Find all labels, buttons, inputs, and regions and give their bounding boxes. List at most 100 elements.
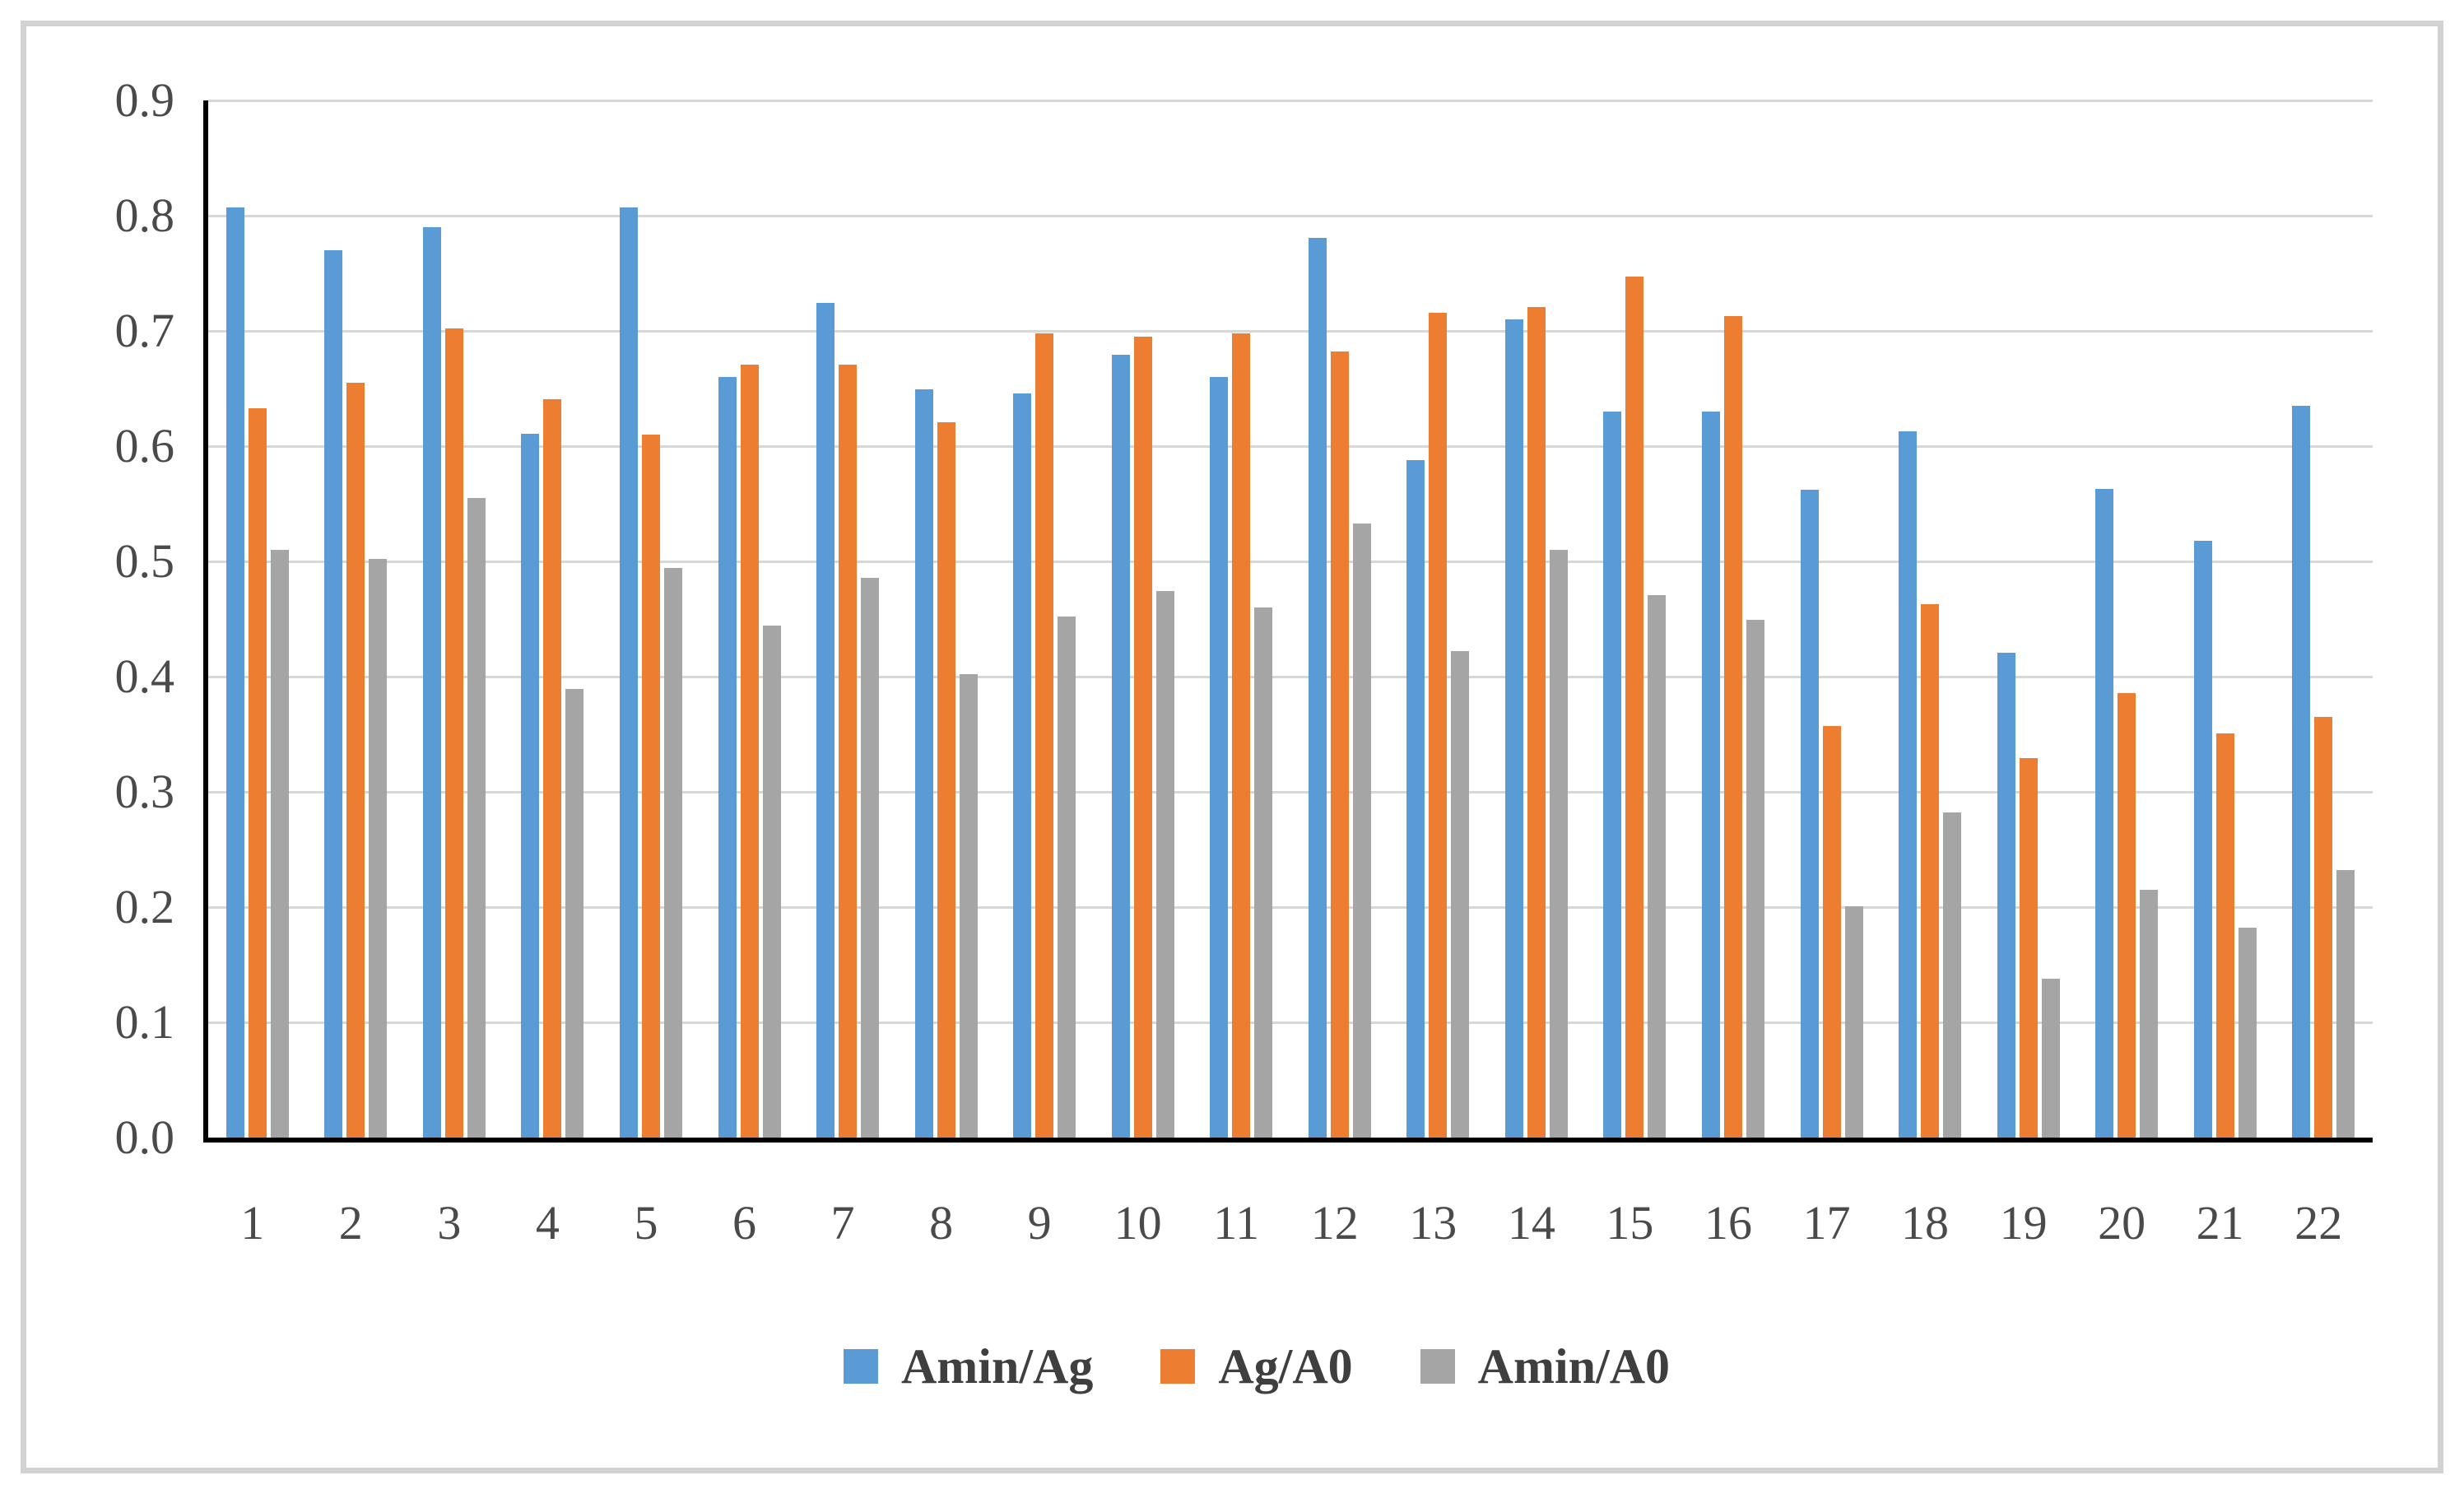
x-tick-label-22: 22: [2294, 1196, 2343, 1250]
bar-group-9: [995, 100, 1094, 1138]
bar-amin-ag-6: [718, 377, 737, 1138]
bar-group-17: [1783, 100, 1881, 1138]
bar-group-21: [2176, 100, 2275, 1138]
bar-amin-a0-14: [1549, 550, 1568, 1138]
bar-ag-a0-17: [1822, 726, 1841, 1138]
bar-group-11: [1192, 100, 1290, 1138]
bar-amin-a0-6: [762, 626, 781, 1138]
legend-swatch-icon: [1160, 1349, 1196, 1384]
bar-amin-ag-8: [914, 389, 933, 1138]
bar-amin-a0-1: [270, 550, 289, 1138]
x-tick-label-8: 8: [929, 1196, 954, 1250]
bar-amin-ag-2: [324, 250, 343, 1138]
bar-amin-ag-21: [2193, 540, 2212, 1138]
bar-ag-a0-1: [248, 407, 267, 1138]
y-tick-label: 0.9: [114, 73, 175, 127]
bar-amin-a0-21: [2238, 928, 2257, 1138]
bar-ag-a0-6: [740, 364, 759, 1138]
x-tick-label-4: 4: [535, 1196, 560, 1250]
x-tick-label-6: 6: [732, 1196, 756, 1250]
x-tick-label-18: 18: [1901, 1196, 1950, 1250]
bar-amin-a0-4: [565, 689, 584, 1138]
bar-ag-a0-21: [2215, 733, 2234, 1138]
gridline: [208, 99, 2373, 102]
bar-group-2: [307, 100, 406, 1138]
bar-amin-ag-4: [521, 433, 540, 1138]
x-tick-label-21: 21: [2196, 1196, 2244, 1250]
bar-group-19: [1979, 100, 2078, 1138]
bar-amin-ag-17: [1800, 490, 1819, 1138]
bar-ag-a0-5: [641, 435, 660, 1138]
bar-amin-a0-8: [959, 674, 978, 1138]
y-tick-label: 0.2: [114, 880, 175, 933]
gridline: [208, 214, 2373, 217]
bar-group-4: [504, 100, 602, 1138]
x-tick-label-3: 3: [437, 1196, 462, 1250]
figure-border: [21, 21, 2443, 1473]
bar-amin-a0-19: [2041, 978, 2060, 1138]
legend-swatch-icon: [1420, 1349, 1455, 1384]
y-tick-label: 0.1: [114, 995, 175, 1049]
bar-amin-a0-16: [1746, 620, 1764, 1138]
bar-amin-a0-20: [2140, 890, 2159, 1138]
bars-container: [208, 100, 2373, 1138]
bar-ag-a0-3: [444, 328, 463, 1138]
bar-amin-ag-18: [1899, 431, 1918, 1138]
bar-group-10: [1094, 100, 1192, 1138]
x-tick-label-17: 17: [1802, 1196, 1851, 1250]
bar-group-12: [1290, 100, 1389, 1138]
bar-amin-ag-1: [225, 207, 244, 1138]
x-tick-label-7: 7: [830, 1196, 855, 1250]
bar-amin-a0-5: [663, 568, 682, 1138]
x-tick-label-1: 1: [240, 1196, 265, 1250]
bar-amin-a0-9: [1058, 617, 1076, 1138]
legend-item-ag-a0: Ag/A0: [1160, 1340, 1353, 1393]
y-tick-label: 0.4: [114, 649, 175, 703]
y-tick-label: 0.8: [114, 188, 175, 242]
bar-ag-a0-14: [1527, 306, 1546, 1138]
bar-amin-ag-11: [1210, 377, 1229, 1138]
bar-group-7: [798, 100, 897, 1138]
bar-amin-a0-13: [1451, 651, 1470, 1138]
bar-amin-ag-16: [1701, 412, 1720, 1138]
bar-amin-ag-22: [2292, 406, 2311, 1138]
bar-amin-a0-18: [1943, 812, 1962, 1138]
bar-amin-a0-15: [1648, 594, 1667, 1138]
bar-amin-ag-12: [1308, 237, 1327, 1138]
gridline: [208, 905, 2373, 909]
bar-amin-a0-3: [467, 498, 486, 1138]
bar-ag-a0-7: [839, 364, 858, 1138]
y-tick-label: 0.0: [114, 1110, 175, 1164]
bar-amin-ag-15: [1603, 412, 1622, 1138]
bar-amin-ag-20: [2095, 488, 2114, 1138]
bar-ag-a0-15: [1625, 277, 1644, 1138]
gridline: [208, 675, 2373, 678]
bar-ag-a0-12: [1330, 351, 1349, 1138]
bar-ag-a0-16: [1723, 315, 1742, 1138]
bar-group-16: [1684, 100, 1783, 1138]
x-tick-label-14: 14: [1507, 1196, 1555, 1250]
x-tick-label-5: 5: [634, 1196, 658, 1250]
bar-group-6: [700, 100, 799, 1138]
bar-group-5: [602, 100, 700, 1138]
bar-group-1: [208, 100, 307, 1138]
bar-group-3: [405, 100, 504, 1138]
chart-legend: Amin/Ag Ag/A0 Amin/A0: [25, 1340, 2464, 1393]
bar-group-13: [1389, 100, 1488, 1138]
x-tick-label-11: 11: [1213, 1196, 1260, 1250]
x-tick-label-2: 2: [338, 1196, 363, 1250]
x-tick-label-15: 15: [1606, 1196, 1654, 1250]
bar-ag-a0-19: [2019, 758, 2038, 1138]
x-tick-label-9: 9: [1027, 1196, 1052, 1250]
x-tick-label-19: 19: [1999, 1196, 2048, 1250]
bar-amin-a0-10: [1155, 591, 1174, 1138]
x-tick-label-16: 16: [1704, 1196, 1752, 1250]
legend-item-amin-ag: Amin/Ag: [843, 1340, 1093, 1393]
bar-ag-a0-8: [937, 421, 955, 1138]
bar-amin-a0-11: [1254, 607, 1273, 1138]
bar-group-14: [1487, 100, 1586, 1138]
bar-group-22: [2274, 100, 2373, 1138]
bar-group-8: [897, 100, 996, 1138]
gridline: [208, 560, 2373, 563]
